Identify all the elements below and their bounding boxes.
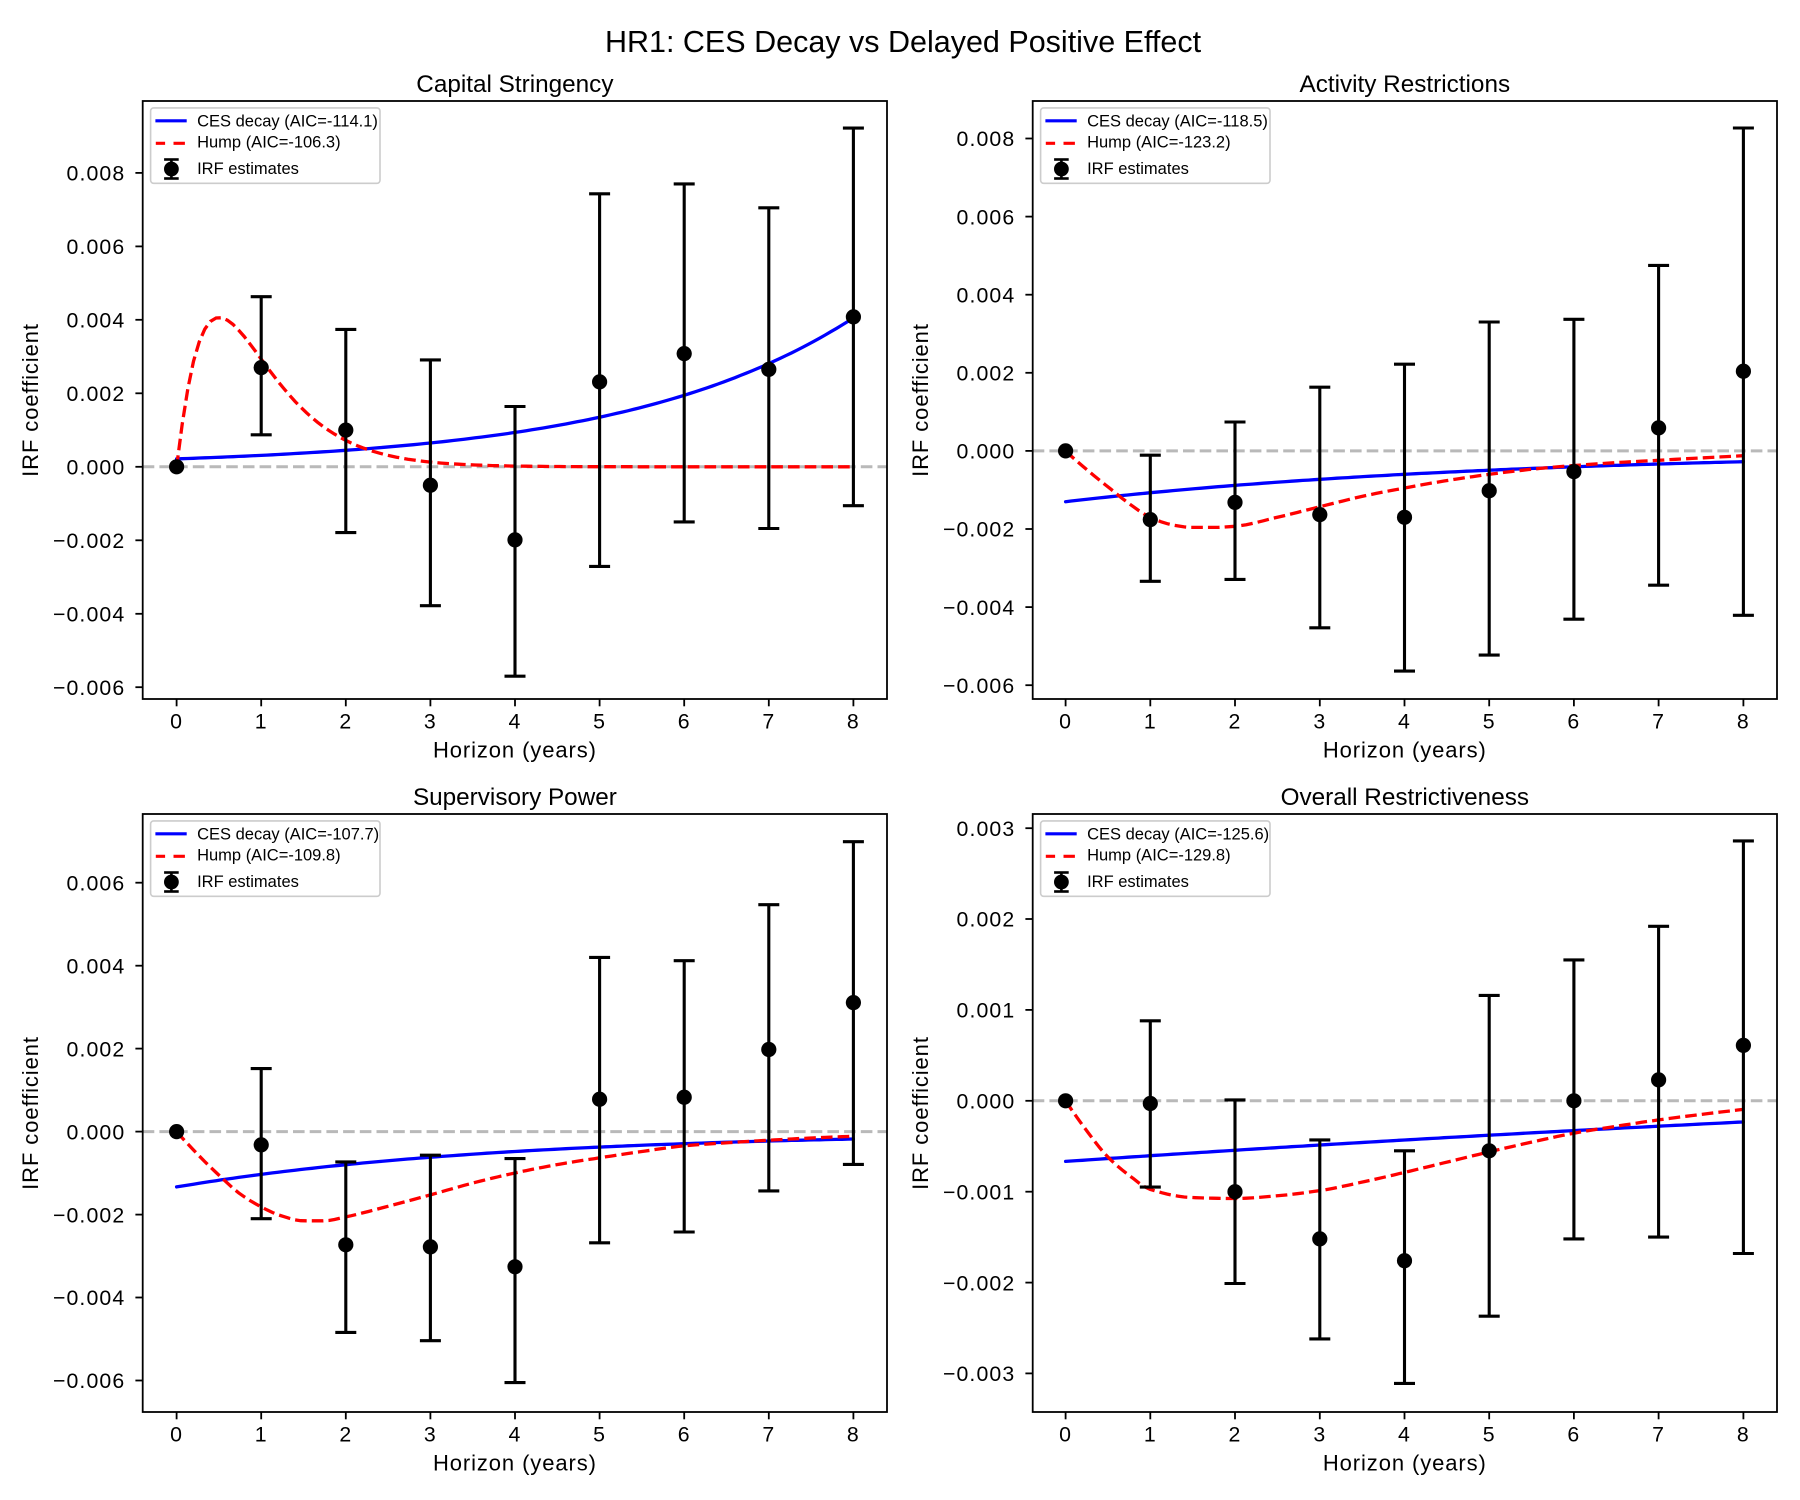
svg-text:0.004: 0.004 xyxy=(67,309,126,333)
svg-text:−0.006: −0.006 xyxy=(53,1369,125,1393)
svg-text:0.000: 0.000 xyxy=(957,1090,1016,1114)
svg-text:1: 1 xyxy=(255,1423,268,1447)
svg-text:IRF estimates: IRF estimates xyxy=(1087,873,1189,891)
svg-text:0.006: 0.006 xyxy=(67,235,126,259)
svg-text:0.001: 0.001 xyxy=(957,999,1016,1023)
svg-text:8: 8 xyxy=(847,1423,860,1447)
svg-text:0: 0 xyxy=(1059,1423,1072,1447)
svg-text:Hump (AIC=-109.8): Hump (AIC=-109.8) xyxy=(197,846,341,864)
svg-text:5: 5 xyxy=(593,1423,606,1447)
svg-text:0.006: 0.006 xyxy=(67,871,126,895)
svg-text:3: 3 xyxy=(424,1423,437,1447)
svg-text:Supervisory Power: Supervisory Power xyxy=(413,784,617,811)
svg-text:IRF estimates: IRF estimates xyxy=(197,160,299,178)
svg-text:CES decay (AIC=-125.6): CES decay (AIC=-125.6) xyxy=(1087,826,1269,844)
svg-text:0.008: 0.008 xyxy=(957,127,1016,151)
svg-text:6: 6 xyxy=(1567,1423,1580,1447)
svg-text:7: 7 xyxy=(1652,1423,1665,1447)
svg-text:IRF estimates: IRF estimates xyxy=(197,873,299,891)
svg-text:0.003: 0.003 xyxy=(957,817,1016,841)
svg-text:CES decay (AIC=-107.7): CES decay (AIC=-107.7) xyxy=(197,826,379,844)
svg-text:7: 7 xyxy=(1652,710,1665,734)
svg-text:Hump (AIC=-106.3): Hump (AIC=-106.3) xyxy=(197,133,341,151)
svg-text:0.002: 0.002 xyxy=(957,908,1016,932)
svg-text:8: 8 xyxy=(1737,1423,1750,1447)
svg-text:0.000: 0.000 xyxy=(957,440,1016,464)
svg-text:7: 7 xyxy=(762,710,775,734)
svg-text:1: 1 xyxy=(1144,1423,1157,1447)
svg-text:−0.002: −0.002 xyxy=(943,518,1015,542)
svg-text:Horizon (years): Horizon (years) xyxy=(433,1451,597,1476)
svg-text:2: 2 xyxy=(339,1423,352,1447)
svg-text:0.004: 0.004 xyxy=(957,283,1016,307)
svg-text:Activity Restrictions: Activity Restrictions xyxy=(1299,71,1510,98)
svg-text:Hump (AIC=-129.8): Hump (AIC=-129.8) xyxy=(1087,846,1231,864)
svg-text:Hump (AIC=-123.2): Hump (AIC=-123.2) xyxy=(1087,133,1231,151)
svg-text:4: 4 xyxy=(509,1423,522,1447)
svg-text:0: 0 xyxy=(170,710,183,734)
svg-text:0.002: 0.002 xyxy=(957,362,1016,386)
svg-text:8: 8 xyxy=(1737,710,1750,734)
svg-text:−0.002: −0.002 xyxy=(943,1271,1015,1295)
svg-text:0.006: 0.006 xyxy=(957,205,1016,229)
svg-text:−0.003: −0.003 xyxy=(943,1362,1015,1386)
svg-text:Horizon (years): Horizon (years) xyxy=(433,738,597,763)
svg-text:0.004: 0.004 xyxy=(67,954,126,978)
svg-text:2: 2 xyxy=(1229,710,1242,734)
svg-text:−0.002: −0.002 xyxy=(53,1203,125,1227)
svg-text:6: 6 xyxy=(678,1423,691,1447)
svg-text:CES decay (AIC=-118.5): CES decay (AIC=-118.5) xyxy=(1087,113,1268,131)
svg-text:IRF estimates: IRF estimates xyxy=(1087,160,1189,178)
svg-text:7: 7 xyxy=(762,1423,775,1447)
svg-text:−0.006: −0.006 xyxy=(943,674,1015,698)
svg-text:IRF coefficient: IRF coefficient xyxy=(908,1036,933,1190)
svg-text:1: 1 xyxy=(255,710,268,734)
svg-text:2: 2 xyxy=(339,710,352,734)
svg-text:2: 2 xyxy=(1229,1423,1242,1447)
svg-text:5: 5 xyxy=(1483,1423,1496,1447)
svg-text:HR1: CES Decay vs Delayed Posi: HR1: CES Decay vs Delayed Positive Effec… xyxy=(605,25,1202,59)
svg-text:IRF coefficient: IRF coefficient xyxy=(908,323,933,477)
svg-text:−0.004: −0.004 xyxy=(943,596,1015,620)
svg-text:IRF coefficient: IRF coefficient xyxy=(18,323,43,477)
svg-text:0.002: 0.002 xyxy=(67,382,126,406)
svg-text:Capital Stringency: Capital Stringency xyxy=(416,71,614,98)
svg-text:0: 0 xyxy=(1059,710,1072,734)
svg-text:−0.006: −0.006 xyxy=(53,676,125,700)
svg-text:0.000: 0.000 xyxy=(67,456,126,480)
svg-text:5: 5 xyxy=(1483,710,1496,734)
svg-text:4: 4 xyxy=(1398,710,1411,734)
svg-text:4: 4 xyxy=(509,710,522,734)
svg-text:6: 6 xyxy=(678,710,691,734)
svg-text:1: 1 xyxy=(1144,710,1157,734)
svg-text:0.008: 0.008 xyxy=(67,162,126,186)
svg-text:4: 4 xyxy=(1398,1423,1411,1447)
svg-text:3: 3 xyxy=(1313,710,1326,734)
svg-text:IRF coefficient: IRF coefficient xyxy=(18,1036,43,1190)
svg-text:−0.002: −0.002 xyxy=(53,529,125,553)
svg-text:0.002: 0.002 xyxy=(67,1037,126,1061)
svg-text:3: 3 xyxy=(424,710,437,734)
svg-text:−0.001: −0.001 xyxy=(943,1180,1015,1204)
svg-text:3: 3 xyxy=(1313,1423,1326,1447)
svg-text:Overall Restrictiveness: Overall Restrictiveness xyxy=(1281,784,1529,811)
svg-text:0.000: 0.000 xyxy=(67,1120,126,1144)
svg-text:CES decay (AIC=-114.1): CES decay (AIC=-114.1) xyxy=(197,113,378,131)
svg-text:0: 0 xyxy=(170,1423,183,1447)
svg-text:8: 8 xyxy=(847,710,860,734)
svg-text:Horizon (years): Horizon (years) xyxy=(1323,1451,1487,1476)
svg-text:Horizon (years): Horizon (years) xyxy=(1323,738,1487,763)
svg-text:6: 6 xyxy=(1567,710,1580,734)
svg-text:5: 5 xyxy=(593,710,606,734)
svg-text:−0.004: −0.004 xyxy=(53,603,125,627)
svg-text:−0.004: −0.004 xyxy=(53,1286,125,1310)
